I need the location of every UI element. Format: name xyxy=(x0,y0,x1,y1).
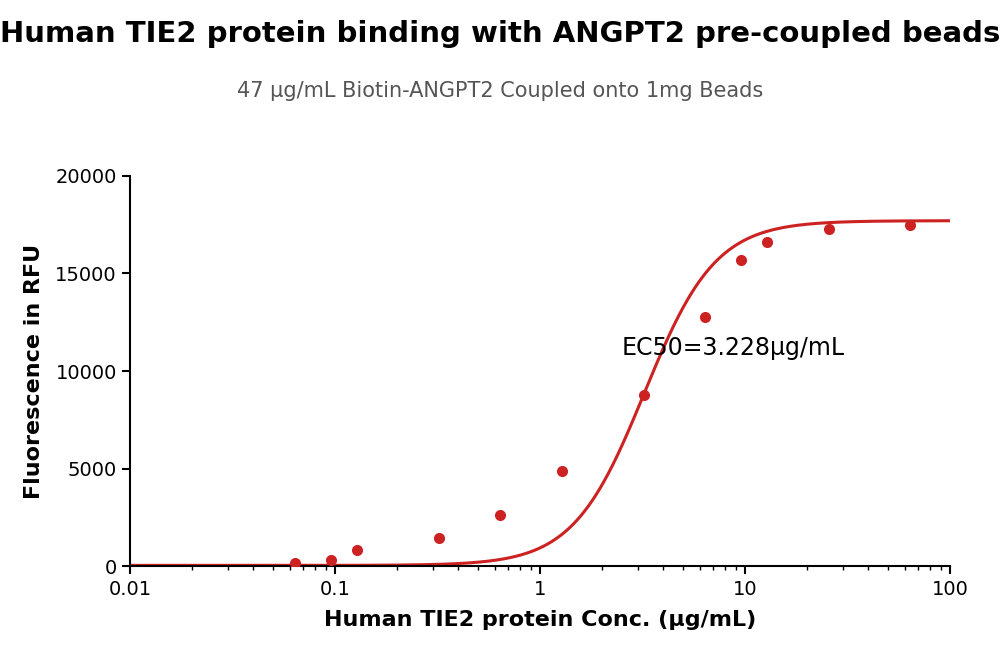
Text: 47 μg/mL Biotin-ANGPT2 Coupled onto 1mg Beads: 47 μg/mL Biotin-ANGPT2 Coupled onto 1mg … xyxy=(237,81,763,102)
X-axis label: Human TIE2 protein Conc. (μg/mL): Human TIE2 protein Conc. (μg/mL) xyxy=(324,610,756,630)
Y-axis label: Fluorescence in RFU: Fluorescence in RFU xyxy=(24,243,44,499)
Text: Human TIE2 protein binding with ANGPT2 pre-coupled beads: Human TIE2 protein binding with ANGPT2 p… xyxy=(0,20,1000,48)
Text: EC50=3.228μg/mL: EC50=3.228μg/mL xyxy=(622,336,845,359)
